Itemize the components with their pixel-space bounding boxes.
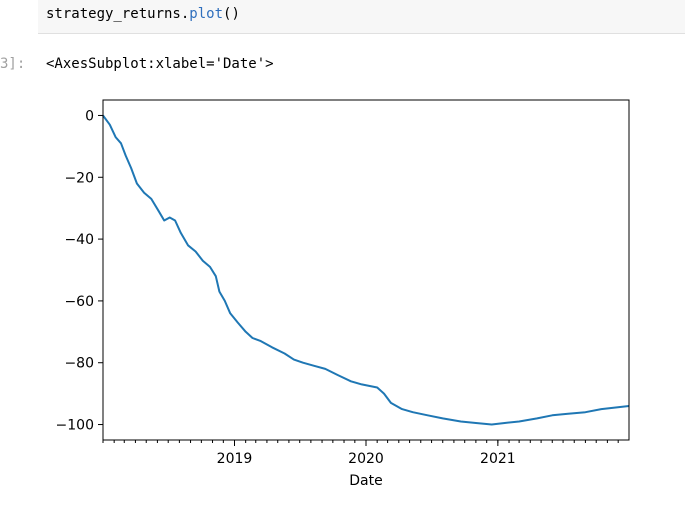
y-tick-label: −40	[64, 232, 94, 248]
code-method: plot	[189, 6, 224, 22]
y-tick-label: −80	[64, 356, 94, 372]
plot-frame	[102, 99, 630, 441]
output-repr: <AxesSubplot:xlabel='Date'>	[46, 56, 274, 72]
code-object: strategy_returns	[46, 6, 181, 22]
x-tick-label: 2021	[480, 451, 516, 467]
x-axis-label: Date	[349, 473, 382, 489]
y-axis: 0 −20 −40 −60 −80 −100	[56, 108, 103, 434]
output-prompt: 3]:	[0, 56, 26, 72]
code-parens: ()	[223, 6, 240, 22]
x-tick-label: 2019	[217, 451, 253, 467]
x-tick-label: 2020	[348, 451, 384, 467]
code-cell[interactable]: strategy_returns.plot()	[38, 0, 685, 34]
y-tick-label: 0	[85, 108, 94, 124]
y-tick-label: −20	[64, 170, 94, 186]
y-tick-label: −100	[56, 418, 94, 434]
x-axis: 2019 2020 2021	[102, 440, 619, 467]
series-line	[102, 114, 630, 426]
code-dot: .	[180, 6, 190, 22]
y-tick-label: −60	[64, 294, 94, 310]
